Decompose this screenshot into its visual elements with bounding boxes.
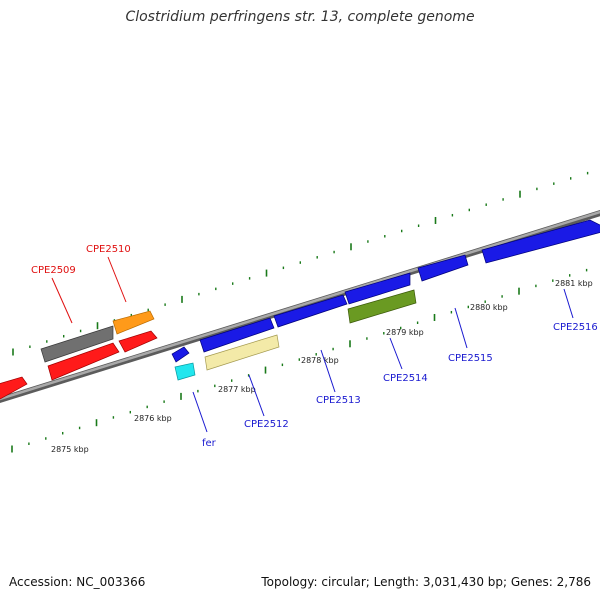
gene-feature-cpe2515[interactable] xyxy=(417,254,469,282)
leader-cpe2509 xyxy=(51,277,73,324)
gene-feature-blue-small[interactable] xyxy=(171,346,190,363)
gene-feature-blue-2512[interactable] xyxy=(199,317,275,353)
leader-cpe2515 xyxy=(454,307,468,349)
gene-label-fer[interactable]: fer xyxy=(202,438,217,449)
inner-tick-row xyxy=(11,268,588,453)
topology-summary: Topology: circular; Length: 3,031,430 bp… xyxy=(261,575,591,589)
gene-feature-blue-2514[interactable] xyxy=(344,272,411,305)
gene-feature-cpe2510[interactable] xyxy=(112,310,155,335)
genome-backbone xyxy=(0,209,600,404)
gene-feature-cpe2509[interactable] xyxy=(40,325,114,363)
outer-tick-row xyxy=(12,171,589,356)
scale-label-2877: 2877 kbp xyxy=(218,385,256,394)
scale-label-2880: 2880 kbp xyxy=(470,303,508,312)
scale-labels: 2875 kbp 2876 kbp 2877 kbp 2878 kbp 2879… xyxy=(51,279,593,454)
gene-feature-cpe2513[interactable] xyxy=(273,294,348,328)
gene-label-cpe2512[interactable]: CPE2512 xyxy=(244,419,289,430)
scale-label-2875: 2875 kbp xyxy=(51,445,89,454)
gene-feature-cpe2514[interactable] xyxy=(347,289,417,324)
gene-features xyxy=(0,219,600,400)
scale-label-2881: 2881 kbp xyxy=(555,279,593,288)
gene-label-cpe2514[interactable]: CPE2514 xyxy=(383,373,428,384)
map-title: Clostridium perfringens str. 13, complet… xyxy=(125,9,475,25)
leader-cpe2513 xyxy=(320,349,336,393)
gene-feature-cpe2516[interactable] xyxy=(481,219,600,264)
scale-label-2876: 2876 kbp xyxy=(134,414,172,423)
gene-label-cpe2513[interactable]: CPE2513 xyxy=(316,395,361,406)
gene-label-cpe2509[interactable]: CPE2509 xyxy=(31,265,76,276)
gene-labels: CPE2509 CPE2510 fer CPE2512 CPE2513 CPE2… xyxy=(31,244,598,449)
leader-cpe2512 xyxy=(248,374,265,417)
leader-cpe2514 xyxy=(389,337,403,370)
gene-feature-red-2[interactable] xyxy=(47,342,120,381)
accession-text: Accession: NC_003366 xyxy=(9,575,146,589)
leader-cpe2510 xyxy=(107,256,127,303)
gene-label-cpe2510[interactable]: CPE2510 xyxy=(86,244,131,255)
leader-cpe2516 xyxy=(563,288,574,319)
gene-feature-red-1[interactable] xyxy=(0,376,28,400)
gene-feature-cpe2512[interactable] xyxy=(204,334,280,371)
gene-feature-red-3[interactable] xyxy=(118,330,158,353)
leader-fer xyxy=(192,391,208,433)
gene-label-cpe2516[interactable]: CPE2516 xyxy=(553,322,598,333)
scale-label-2878: 2878 kbp xyxy=(301,356,339,365)
gene-feature-fer[interactable] xyxy=(174,362,196,381)
scale-label-2879: 2879 kbp xyxy=(386,328,424,337)
gene-label-cpe2515[interactable]: CPE2515 xyxy=(448,353,493,364)
